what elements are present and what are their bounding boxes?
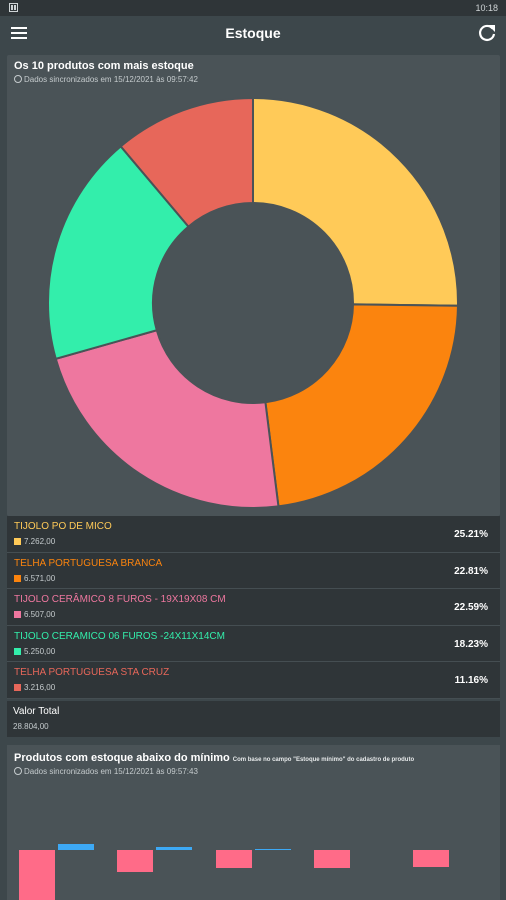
product-value-text: 6.571,00 <box>24 573 56 583</box>
legend-swatch <box>14 647 21 655</box>
bar-1-1 <box>156 847 192 850</box>
product-value: 6.571,00 <box>14 574 55 583</box>
app-bar: Estoque <box>0 16 506 50</box>
legend-swatch <box>14 538 21 545</box>
product-value-text: 5.250,00 <box>24 646 56 656</box>
total-label: Valor Total <box>13 706 60 717</box>
total-row: Valor Total 28.804,00 <box>7 701 500 737</box>
donut-slice-2[interactable] <box>54 329 280 509</box>
product-value: 5.250,00 <box>14 647 55 656</box>
list-item[interactable]: TIJOLO CERAMICO 06 FUROS -24X11X14CM 5.25… <box>7 625 500 663</box>
product-value: 6.507,00 <box>14 610 55 619</box>
product-percent: 25.21% <box>454 529 488 540</box>
below-minimum-note: Com base no campo "Estoque mínimo" do ca… <box>232 757 415 763</box>
product-value-text: 6.507,00 <box>24 610 56 620</box>
clock-icon <box>14 767 22 775</box>
legend-swatch <box>14 574 21 582</box>
product-name: TIJOLO CERAMICO 06 FUROS -24X11X14CM <box>14 630 225 642</box>
list-item[interactable]: TIJOLO CERÂMICO 8 FUROS - 19X19X08 CM 6.5… <box>7 589 500 626</box>
status-bar: 10:18 <box>0 0 506 16</box>
bar-0-4 <box>413 850 449 867</box>
product-percent: 11.16% <box>454 675 488 687</box>
notification-icon <box>9 3 18 12</box>
product-name: TELHA PORTUGUESA STA CRUZ <box>14 667 170 679</box>
below-minimum-bar-chart <box>19 844 449 900</box>
status-time: 10:18 <box>475 3 498 13</box>
below-minimum-sync: Dados sincronizados em 15/12/2021 às 09:… <box>14 767 198 776</box>
below-minimum-title-text: Produtos com estoque abaixo do mínimo <box>14 752 230 764</box>
clock-icon <box>14 75 22 83</box>
donut-slice-1[interactable] <box>264 303 459 508</box>
refresh-icon[interactable] <box>477 23 497 43</box>
bar-0-2 <box>216 850 252 868</box>
legend-swatch <box>14 611 21 619</box>
bar-0-3 <box>314 850 350 868</box>
sync-text: Dados sincronizados em 15/12/2021 às 09:… <box>24 75 198 84</box>
top-products-card: Os 10 produtos com mais estoque Dados si… <box>7 55 500 516</box>
product-list: TIJOLO PO DE MICO 7.262,00 25.21% TELHA POR… <box>7 516 500 699</box>
donut-chart[interactable] <box>7 55 500 516</box>
product-percent: 22.81% <box>454 565 488 577</box>
product-value: 3.216,00 <box>14 683 55 692</box>
bar-1-0 <box>58 844 94 850</box>
donut-slice-0[interactable] <box>252 96 459 307</box>
product-name: TELHA PORTUGUESA BRANCA <box>14 557 163 569</box>
below-minimum-card: Produtos com estoque abaixo do mínimo Com… <box>7 745 500 900</box>
product-percent: 18.23% <box>454 638 488 650</box>
product-name: TIJOLO CERÂMICO 8 FUROS - 19X19X08 CM <box>14 594 226 606</box>
list-item[interactable]: TIJOLO PO DE MICO 7.262,00 25.21% <box>7 516 500 553</box>
donut-slice-3[interactable] <box>47 144 190 361</box>
legend-swatch <box>14 684 21 692</box>
top-products-title: Os 10 produtos com mais estoque <box>14 60 194 72</box>
product-value-text: 3.216,00 <box>24 683 56 693</box>
total-value: 28.804,00 <box>13 722 49 731</box>
menu-icon[interactable] <box>10 24 28 42</box>
list-item[interactable]: TELHA PORTUGUESA BRANCA 6.571,00 22.81% <box>7 552 500 590</box>
product-percent: 22.59% <box>454 602 488 614</box>
top-products-sync: Dados sincronizados em 15/12/2021 às 09:… <box>14 75 198 84</box>
list-item[interactable]: TELHA PORTUGUESA STA CRUZ 3.216,00 11.16% <box>7 662 500 699</box>
bar-1-2 <box>255 849 291 850</box>
sync-text: Dados sincronizados em 15/12/2021 às 09:… <box>24 767 198 776</box>
product-value-text: 7.262,00 <box>24 537 56 546</box>
donut-slice-4[interactable] <box>119 96 254 229</box>
page-title: Estoque <box>225 25 281 41</box>
bar-0-1 <box>117 850 153 872</box>
below-minimum-title: Produtos com estoque abaixo do mínimo Com… <box>14 752 414 764</box>
product-name: TIJOLO PO DE MICO <box>14 521 112 532</box>
bar-0-0 <box>19 850 55 900</box>
product-value: 7.262,00 <box>14 537 55 546</box>
